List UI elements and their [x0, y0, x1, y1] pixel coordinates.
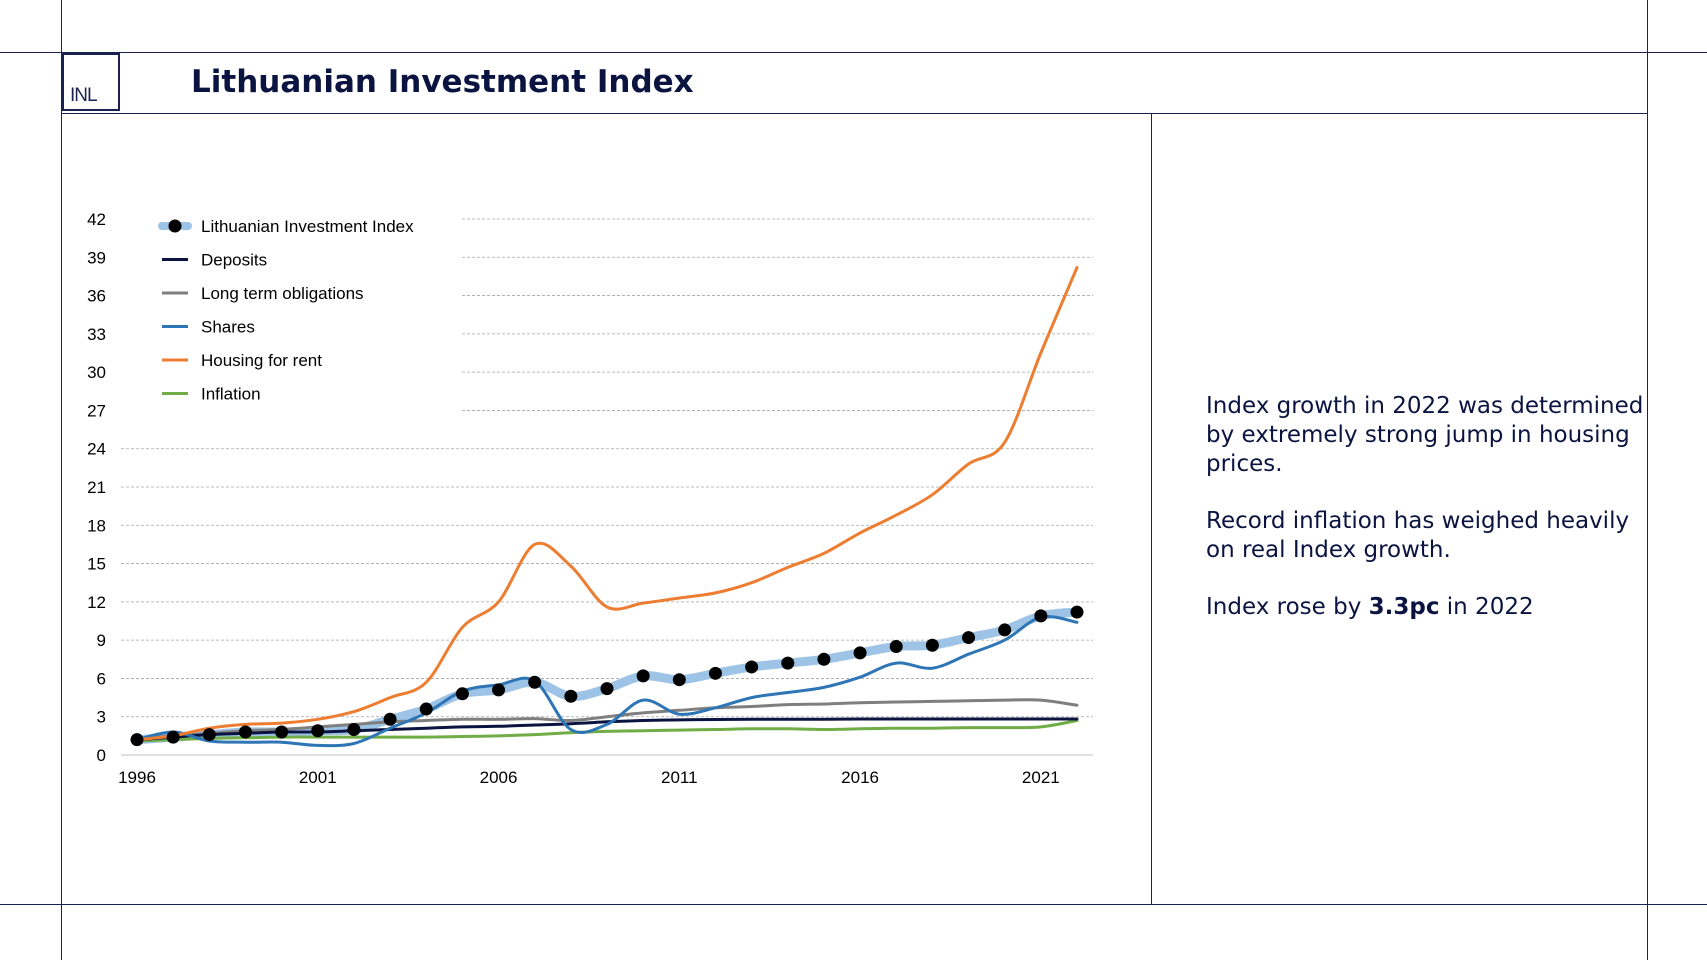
top-rule [0, 52, 1707, 53]
commentary-p3: Index rose by 3.3pc in 2022 [1206, 593, 1646, 622]
index-point-2010 [636, 669, 650, 683]
index-point-2017 [889, 640, 903, 654]
commentary-p1: Index growth in 2022 was determined by e… [1206, 393, 1644, 477]
index-point-2008 [564, 689, 578, 703]
legend-marker-lithuanian-investment-index [168, 219, 182, 233]
index-point-1998 [202, 728, 216, 742]
y-tick-label-24: 24 [87, 440, 106, 459]
index-point-2018 [925, 638, 939, 652]
bottom-rule [0, 904, 1707, 905]
page-title: Lithuanian Investment Index [191, 64, 694, 100]
y-tick-label-6: 6 [97, 669, 106, 688]
header-bottom-rule [62, 113, 1648, 114]
series-line-long-term-obligations [135, 698, 1079, 740]
x-tick-label-2006: 2006 [480, 768, 518, 787]
y-tick-label-15: 15 [87, 555, 106, 574]
legend-label-shares: Shares [201, 318, 255, 337]
x-tick-label-2011: 2011 [661, 768, 698, 787]
index-point-2011 [672, 673, 686, 687]
commentary-p2: Record inflation has weighed heavily on … [1206, 508, 1630, 563]
series-line-shares [135, 615, 1079, 748]
index-point-2009 [600, 682, 614, 696]
x-tick-label-2016: 2016 [841, 768, 879, 787]
y-tick-label-39: 39 [87, 248, 106, 267]
index-point-2021 [1034, 609, 1048, 623]
index-point-2000 [275, 725, 289, 739]
legend-label-housing-for-rent: Housing for rent [201, 351, 322, 370]
series-line-deposits [135, 717, 1079, 742]
index-point-2014 [781, 656, 795, 670]
index-point-2004 [419, 702, 433, 716]
y-tick-label-3: 3 [97, 708, 106, 727]
index-point-2015 [817, 652, 831, 666]
index-point-2003 [383, 712, 397, 726]
logo-text: INL [70, 85, 98, 106]
index-point-2007 [528, 675, 542, 689]
index-point-2022 [1070, 605, 1084, 619]
divider-rule [1151, 113, 1152, 905]
x-tick-label-2021: 2021 [1022, 768, 1060, 787]
index-point-1997 [166, 730, 180, 744]
y-tick-label-0: 0 [97, 746, 106, 765]
y-tick-label-42: 42 [87, 210, 106, 229]
y-tick-label-9: 9 [97, 631, 106, 650]
commentary-panel: Index growth in 2022 was determined by e… [1206, 392, 1646, 650]
legend-label-inflation: Inflation [201, 385, 261, 404]
inl-logo: INL [62, 53, 120, 111]
x-tick-label-2001: 2001 [299, 768, 337, 787]
index-point-2002 [347, 722, 361, 736]
y-tick-label-12: 12 [87, 593, 106, 612]
index-point-2001 [311, 724, 325, 738]
index-point-2019 [962, 631, 976, 645]
y-tick-label-33: 33 [87, 325, 106, 344]
right-rule [1647, 0, 1648, 960]
y-tick-label-18: 18 [87, 516, 106, 535]
x-tick-label-1996: 1996 [118, 768, 156, 787]
commentary-p3-pre: Index rose by [1206, 594, 1369, 620]
index-point-2012 [708, 666, 722, 680]
y-tick-label-27: 27 [87, 401, 106, 420]
y-tick-label-21: 21 [87, 478, 106, 497]
y-tick-label-30: 30 [87, 363, 106, 382]
series-line-inflation [135, 719, 1079, 743]
y-tick-label-36: 36 [87, 287, 106, 306]
left-rule [61, 0, 62, 960]
index-point-1999 [238, 725, 252, 739]
index-point-1996 [130, 733, 144, 747]
commentary-p3-post: in 2022 [1439, 594, 1534, 620]
index-point-2005 [455, 687, 469, 701]
index-point-2020 [998, 623, 1012, 637]
series-line-housing-for-rent [135, 266, 1079, 742]
legend-label-long-term-obligations: Long term obligations [201, 284, 364, 303]
index-point-2006 [492, 683, 506, 697]
legend-label-lithuanian-investment-index: Lithuanian Investment Index [201, 217, 414, 236]
index-point-2016 [853, 646, 867, 660]
legend-label-deposits: Deposits [201, 251, 267, 270]
index-point-2013 [745, 660, 759, 674]
commentary-p3-bold: 3.3pc [1368, 594, 1440, 620]
